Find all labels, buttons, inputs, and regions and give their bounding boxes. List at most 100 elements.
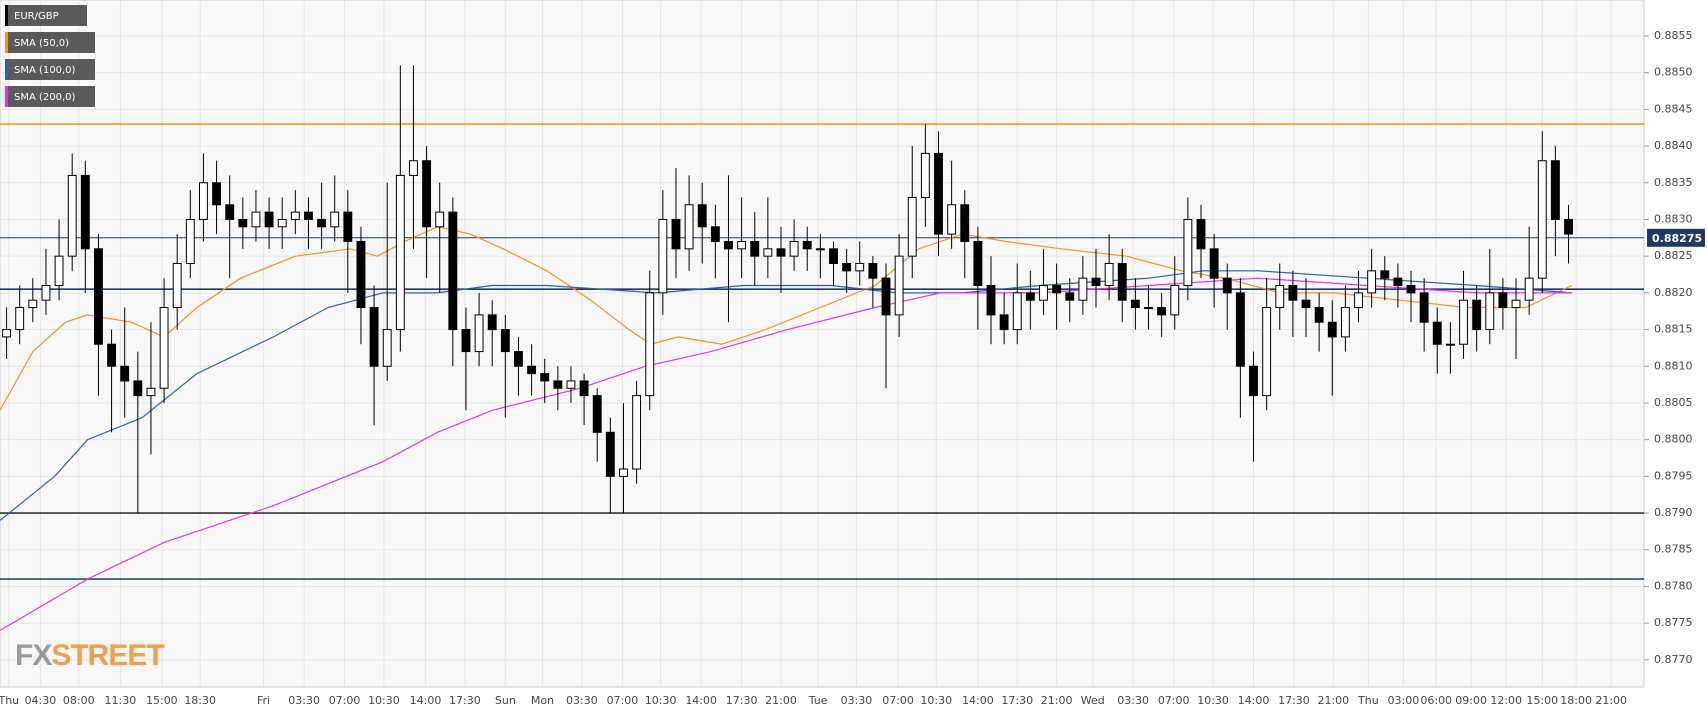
candle-body	[15, 307, 25, 331]
x-tick-label: 12:00	[1490, 694, 1522, 707]
y-tick-label: 0.8845	[1654, 102, 1693, 115]
x-tick-label: 08:00	[63, 694, 95, 707]
x-tick-label: 18:30	[184, 694, 216, 707]
candle-body	[1157, 307, 1167, 316]
x-tick-label: 03:30	[1117, 694, 1149, 707]
candle-body	[1445, 343, 1455, 346]
x-tick-label: 07:00	[329, 694, 361, 707]
candle-body	[1459, 299, 1468, 345]
y-tick-label: 0.8855	[1654, 29, 1693, 42]
candle-body	[1039, 285, 1048, 301]
candle-body	[592, 395, 602, 433]
candle-body	[868, 262, 878, 279]
candle-body	[461, 329, 471, 353]
candle-body	[1025, 292, 1035, 301]
candle-body	[369, 307, 379, 367]
x-tick-label: Tue	[808, 694, 828, 707]
candle-body	[776, 248, 786, 257]
candle-body	[146, 387, 156, 397]
legend-box	[5, 32, 95, 53]
candle-body	[317, 218, 327, 228]
legend-box	[5, 86, 95, 107]
candle-body	[947, 204, 957, 235]
y-tick-label: 0.8840	[1654, 139, 1693, 152]
candle-body	[382, 329, 392, 367]
candle-body	[1196, 218, 1206, 250]
candle-body	[960, 204, 970, 242]
candle-body	[907, 196, 917, 257]
y-tick-label: 0.8825	[1654, 249, 1693, 262]
x-tick-label: 17:30	[449, 694, 481, 707]
candle-body	[1275, 285, 1285, 309]
candle-body	[763, 248, 773, 257]
candle-body	[1183, 218, 1193, 287]
legend-label: SMA (200,0)	[14, 92, 76, 103]
candle-body	[645, 292, 655, 397]
candle-body	[842, 262, 852, 272]
candle-body	[1012, 292, 1022, 331]
candle-body	[815, 248, 825, 251]
x-tick-label: 10:30	[1197, 694, 1229, 707]
candle-body	[474, 314, 484, 353]
legend-label: SMA (100,0)	[14, 65, 76, 76]
legend-swatch	[5, 5, 8, 26]
candle-body	[304, 211, 313, 220]
candle-body	[330, 211, 340, 228]
candle-body	[632, 395, 642, 470]
candle-body	[487, 314, 497, 331]
candle-body	[802, 240, 812, 250]
candle-body	[107, 343, 117, 367]
candle-body	[671, 218, 681, 250]
candle-body	[238, 218, 248, 228]
candle-body	[94, 248, 103, 345]
y-tick-label: 0.8795	[1654, 469, 1693, 482]
x-tick-label: Sun	[495, 694, 516, 707]
candle-body	[1078, 277, 1088, 301]
y-tick-label: 0.8820	[1654, 286, 1693, 299]
candle-body	[67, 174, 77, 257]
y-tick-label: 0.8800	[1654, 433, 1693, 446]
y-tick-label: 0.8810	[1654, 359, 1693, 372]
candle-body	[579, 380, 589, 397]
candle-body	[1537, 160, 1547, 279]
candle-body	[1406, 285, 1416, 294]
candle-body	[264, 211, 274, 228]
x-tick-label: 18:00	[1560, 694, 1592, 707]
x-tick-label: 14:00	[685, 694, 717, 707]
candle-body	[1222, 277, 1232, 294]
legend-swatch	[5, 32, 8, 53]
candle-body	[1209, 248, 1219, 279]
x-tick-label: 07:00	[1158, 694, 1190, 707]
candle-body	[41, 285, 51, 301]
candle-body	[172, 262, 182, 309]
candle-body	[1144, 307, 1153, 310]
x-tick-label: 17:30	[1278, 694, 1310, 707]
candle-body	[1314, 307, 1324, 323]
candle-body	[1301, 299, 1311, 309]
candle-body	[934, 152, 943, 235]
candle-body	[343, 211, 353, 242]
y-tick-label: 0.8785	[1654, 543, 1693, 556]
x-tick-label: 14:00	[410, 694, 442, 707]
candle-body	[120, 365, 130, 382]
legend: EUR/GBP SMA (50,0) SMA (100,0) SMA (200,0)	[5, 5, 95, 107]
candle-body	[710, 226, 720, 242]
candle-body	[133, 380, 143, 397]
x-tick-label: 03:00	[1388, 694, 1420, 707]
x-tick-label: 10:30	[368, 694, 400, 707]
candle-body	[1380, 270, 1390, 279]
candle-body	[894, 255, 904, 316]
last-price-label: 0.88275	[1652, 232, 1702, 245]
candle-body	[527, 365, 537, 375]
x-tick-label: 09:00	[1455, 694, 1487, 707]
candle-body	[750, 240, 760, 257]
candle-body	[1354, 292, 1363, 309]
candle-body	[409, 160, 418, 176]
candle-body	[422, 160, 432, 228]
x-tick-label: 10:30	[920, 694, 952, 707]
candle-body	[737, 240, 747, 250]
candle-body	[500, 329, 510, 353]
candle-body	[28, 299, 38, 309]
x-tick-label: 15:00	[1526, 694, 1558, 707]
candle-body	[1130, 299, 1140, 309]
